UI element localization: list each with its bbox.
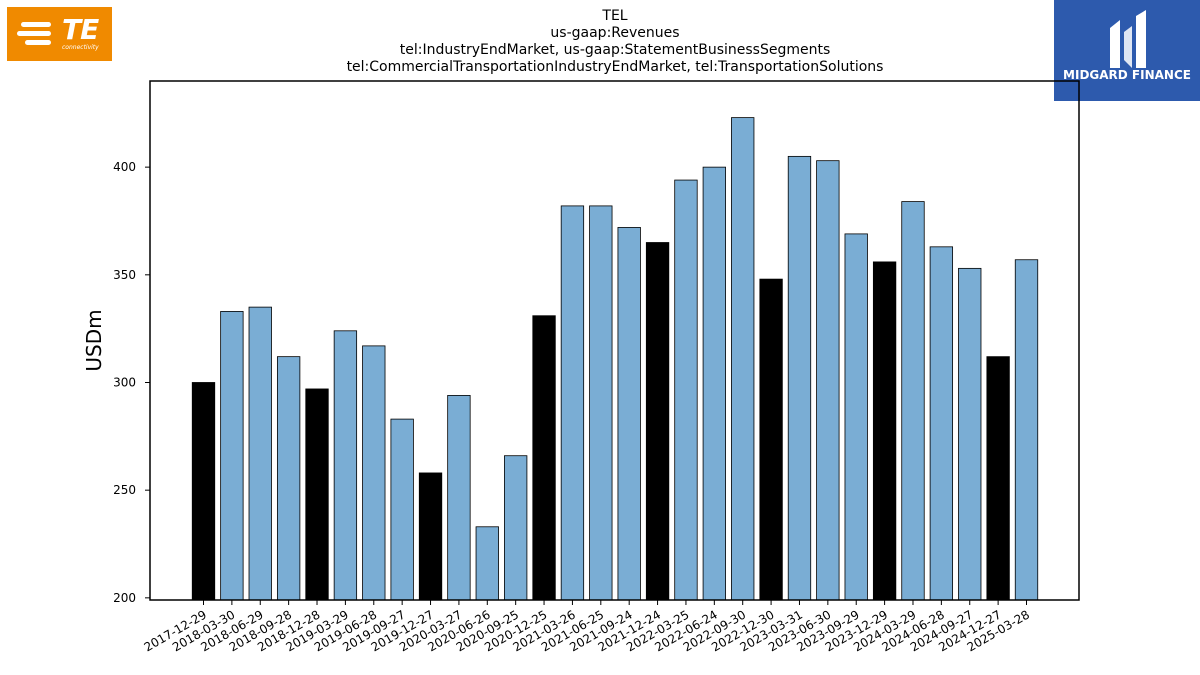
bar bbox=[929, 246, 954, 601]
y-tick-label: 250 bbox=[113, 483, 136, 497]
bar bbox=[901, 201, 925, 601]
bar bbox=[560, 205, 585, 601]
chart-title: TELus-gaap:Revenuestel:IndustryEndMarket… bbox=[347, 8, 884, 75]
bar bbox=[305, 388, 329, 601]
te-stripes-icon bbox=[17, 22, 51, 45]
bar bbox=[731, 117, 755, 601]
bar bbox=[362, 345, 386, 601]
y-tick-label: 200 bbox=[113, 591, 136, 605]
chart-title-line: us-gaap:Revenues bbox=[550, 25, 679, 41]
bar bbox=[958, 267, 982, 601]
plot-frame bbox=[149, 80, 1080, 601]
bar bbox=[220, 311, 244, 601]
bar bbox=[674, 179, 698, 601]
bar bbox=[532, 315, 556, 601]
chart-title-line: TEL bbox=[601, 8, 627, 24]
y-tick-label: 300 bbox=[113, 375, 136, 389]
bar bbox=[617, 227, 641, 601]
bar bbox=[418, 472, 443, 601]
x-axis: 2017-12-292018-03-302018-06-292018-09-28… bbox=[142, 600, 1032, 654]
chart-title-line: tel:IndustryEndMarket, us-gaap:Statement… bbox=[400, 42, 831, 58]
te-logo-subtext: connectivity bbox=[62, 44, 99, 51]
bars-group bbox=[191, 117, 1039, 601]
bar bbox=[1014, 259, 1039, 601]
bar bbox=[248, 306, 272, 601]
midgard-mark-icon bbox=[1110, 10, 1146, 68]
bar bbox=[475, 526, 499, 601]
chart-title-line: tel:CommercialTransportationIndustryEndM… bbox=[347, 59, 884, 75]
bar bbox=[589, 205, 613, 601]
bar bbox=[447, 395, 471, 601]
bar bbox=[504, 455, 528, 601]
midgard-logo-text: MIDGARD FINANCE bbox=[1063, 68, 1191, 82]
bar bbox=[872, 261, 897, 601]
bar bbox=[787, 155, 812, 601]
y-axis: 200 250 300 350 400 bbox=[113, 160, 150, 605]
bar bbox=[645, 242, 670, 601]
bar bbox=[844, 233, 868, 601]
bar bbox=[986, 356, 1010, 601]
te-connectivity-logo: TE connectivity bbox=[7, 7, 112, 61]
bar bbox=[759, 278, 783, 601]
bar bbox=[702, 166, 726, 601]
y-axis-label: USDm bbox=[82, 309, 106, 371]
bar bbox=[816, 160, 840, 601]
bar bbox=[276, 356, 301, 601]
y-tick-label: 350 bbox=[113, 268, 136, 282]
bar bbox=[333, 330, 358, 601]
bar bbox=[191, 382, 216, 601]
y-tick-label: 400 bbox=[113, 160, 136, 174]
bar bbox=[390, 418, 414, 601]
te-logo-text: TE bbox=[62, 13, 99, 46]
